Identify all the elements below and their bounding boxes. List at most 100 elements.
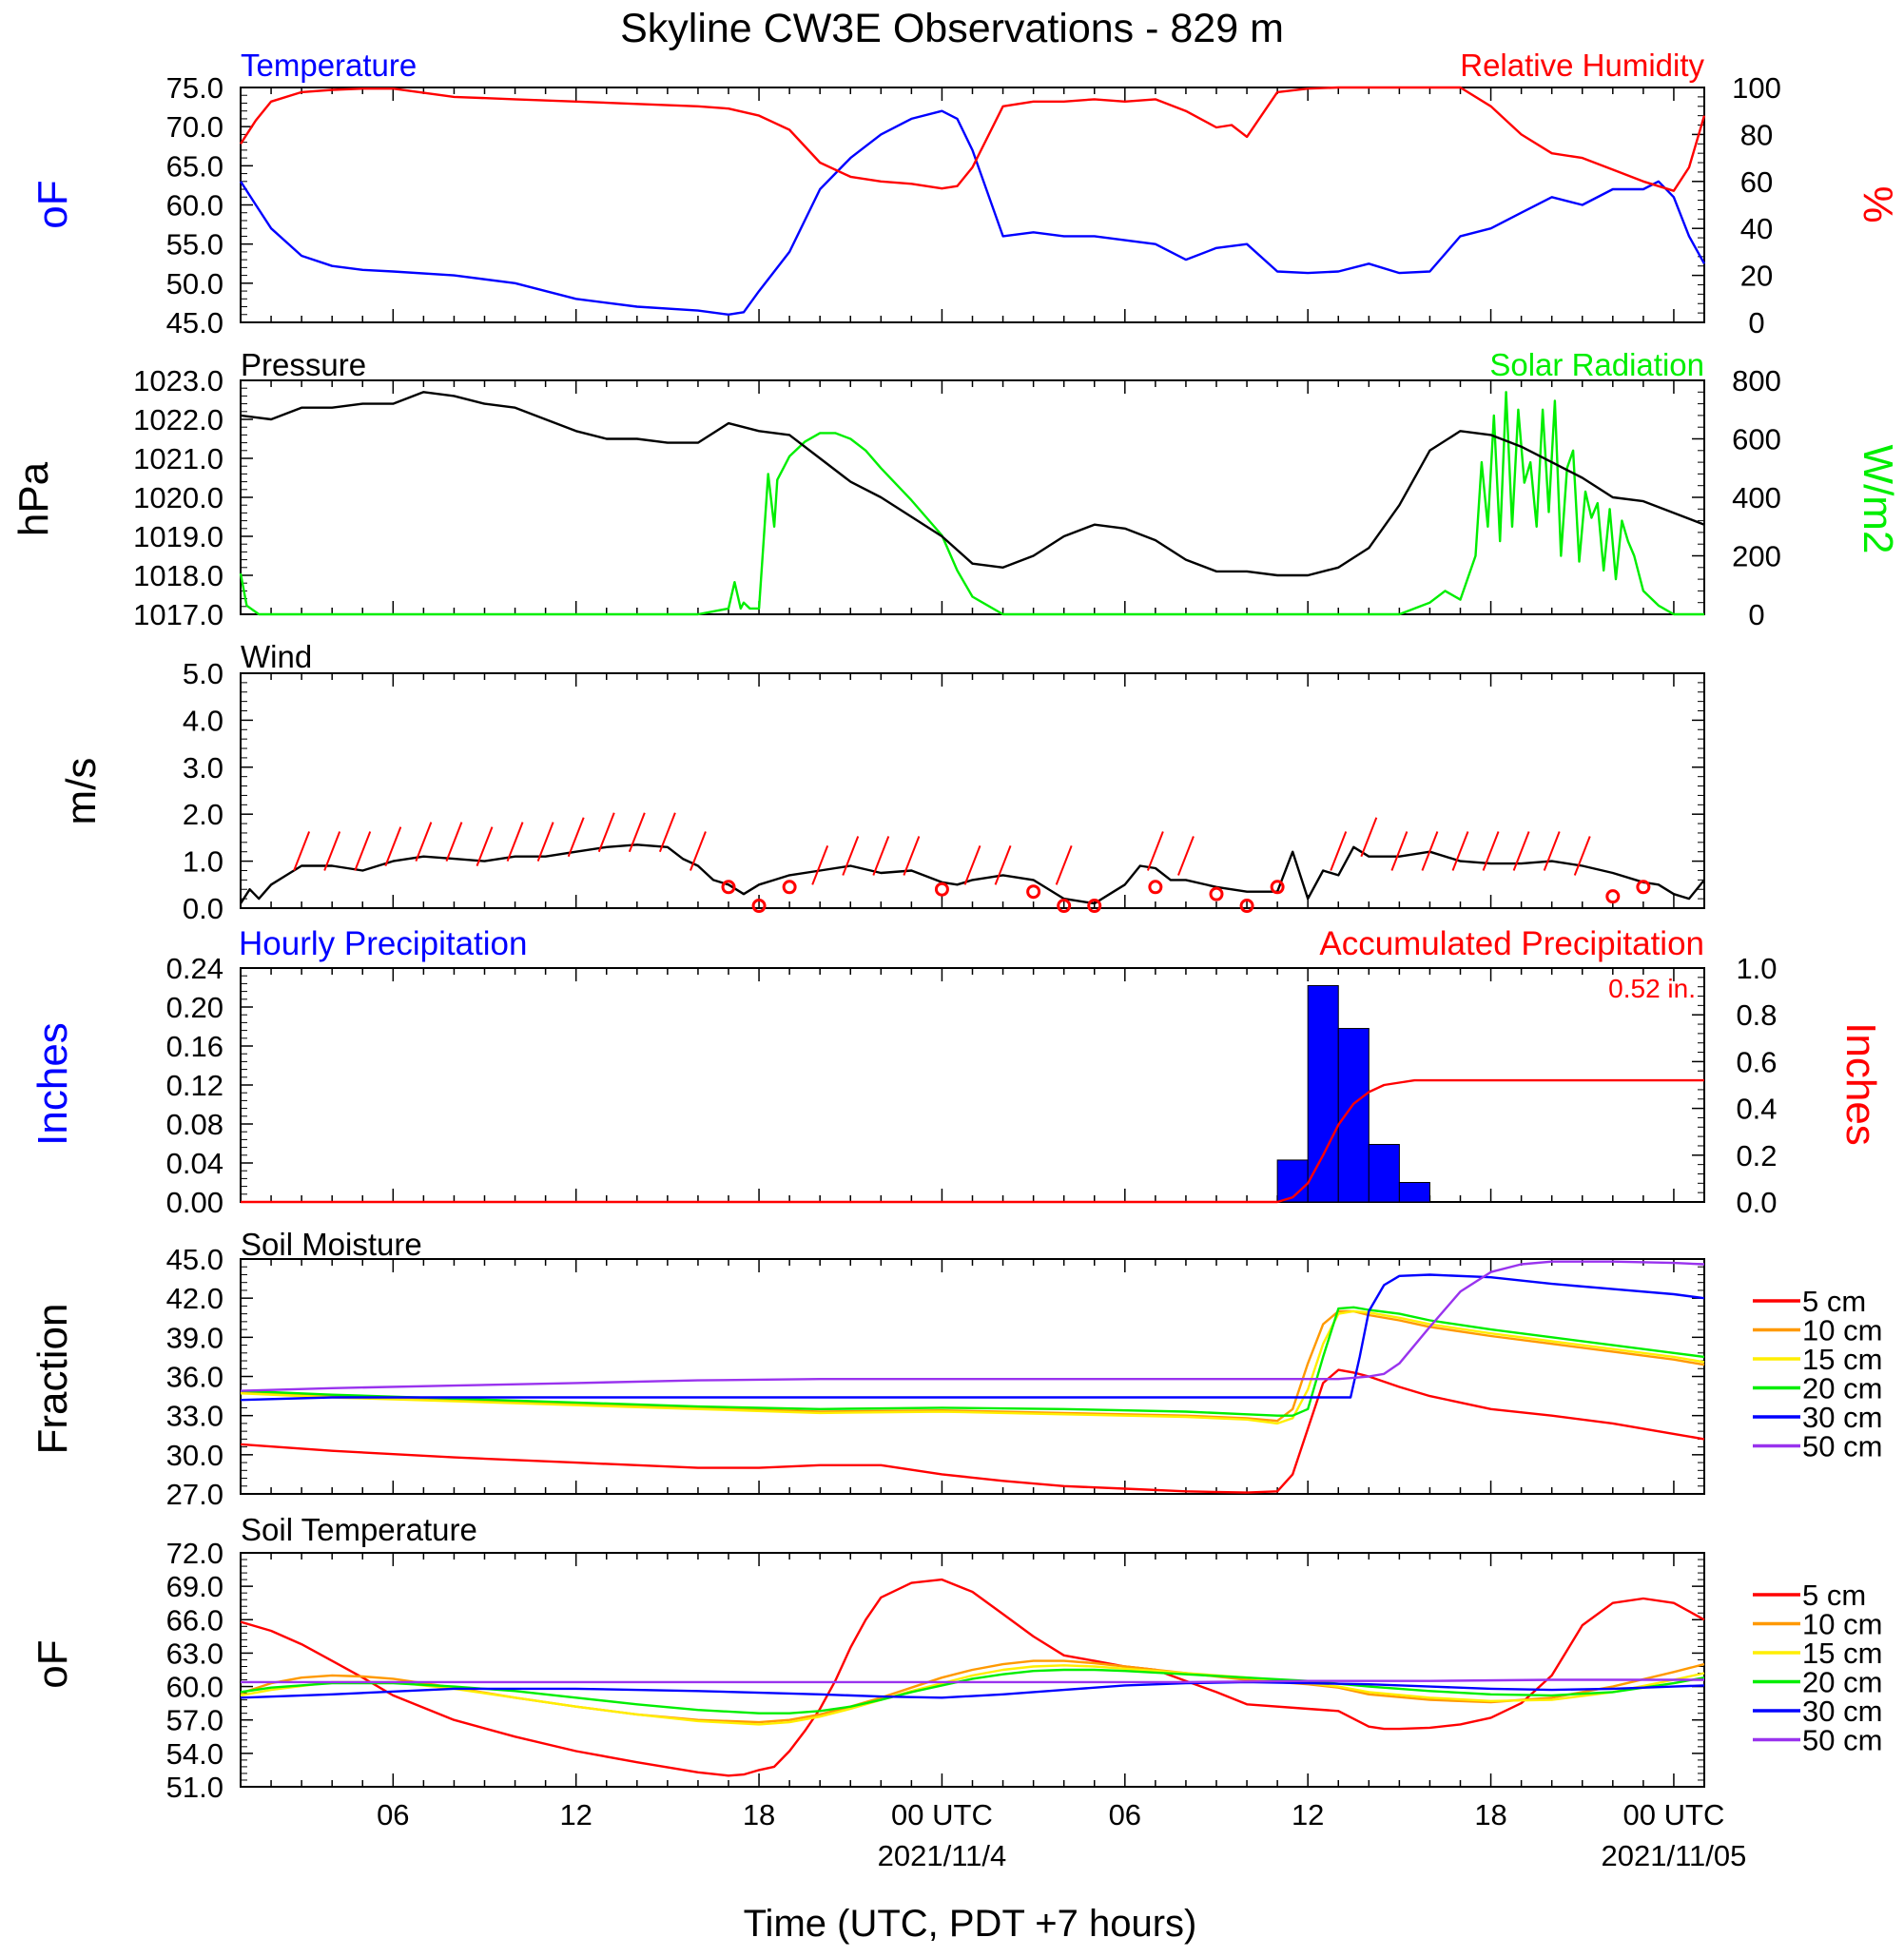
calm-wind-marker (782, 880, 797, 895)
right-y-tick-label: 800 (1732, 364, 1781, 397)
wind-barb (506, 822, 524, 862)
y-tick-label: 55.0 (166, 228, 223, 262)
wind-barb (690, 831, 707, 871)
wind-title: Wind (241, 639, 312, 674)
wind-barb (567, 817, 585, 858)
right-y-tick-label: 0.2 (1736, 1139, 1777, 1172)
y-tick-label: 36.0 (166, 1361, 223, 1394)
y-tick-label: 1022.0 (133, 403, 223, 436)
y-tick-label: 45.0 (166, 1243, 223, 1276)
wind-panel: Wind m/s 5.0 4.0 3.0 2.0 1.0 0.0 (58, 639, 1705, 925)
pressure-solar-plot: 1023.0 1022.0 1021.0 1020.0 1019.0 1018.0 1017… (133, 364, 1781, 631)
wind-barb (1390, 831, 1409, 871)
pressure-line (240, 391, 1705, 577)
wind-barb (1330, 831, 1348, 871)
y-tick-label: 50.0 (166, 267, 223, 300)
x-tick-label: 00 UTC (1623, 1798, 1725, 1831)
solar-title: Solar Radiation (1489, 347, 1704, 382)
y-tick-label: 57.0 (166, 1704, 223, 1737)
calm-wind-marker (1239, 899, 1254, 914)
precip-plot: 0.24 0.20 0.16 0.12 0.08 0.04 0.00 1.0 0.8 0.6 0.4… (166, 952, 1778, 1219)
x-tick-label: 00 UTC (891, 1798, 993, 1831)
soil-moisture-30cm-line (240, 1273, 1705, 1402)
wind-barb (384, 826, 402, 866)
accumulated-precip-line (241, 1078, 1704, 1204)
right-y-tick-label: 60 (1740, 165, 1773, 199)
y-tick-label: 1.0 (183, 845, 223, 879)
legend-label-50cm: 50 cm (1802, 1430, 1882, 1463)
temp-axis-unit: oF (29, 180, 76, 228)
precip-bar (1307, 984, 1339, 1203)
y-tick-label: 0.24 (166, 952, 223, 985)
pressure-axis-unit: hPa (10, 461, 57, 536)
precip-bar (1276, 1159, 1309, 1203)
right-y-tick-label: 1.0 (1736, 952, 1777, 985)
precip-bar (1337, 1028, 1370, 1203)
right-y-tick-label: 600 (1732, 423, 1781, 456)
y-tick-label: 54.0 (166, 1737, 223, 1771)
calm-wind-marker (1605, 889, 1621, 904)
calm-wind-marker (1636, 880, 1651, 895)
wind-barb (628, 812, 646, 853)
wind-barb (811, 844, 829, 885)
wind-barb (354, 831, 372, 871)
y-tick-label: 4.0 (183, 704, 223, 737)
y-tick-label: 1018.0 (133, 559, 223, 592)
soil-temperature-panel: Soil Temperature oF 72.069.066.063.060.0… (29, 1512, 1882, 1804)
legend-label-10cm: 10 cm (1802, 1314, 1882, 1347)
y-tick-label: 3.0 (183, 751, 223, 785)
right-y-tick-label: 0 (1748, 306, 1764, 339)
y-tick-label: 33.0 (166, 1400, 223, 1433)
right-y-tick-label: 40 (1740, 212, 1773, 245)
precip-panel: Hourly Precipitation Accumulated Precipi… (29, 925, 1884, 1219)
legend-label-30cm: 30 cm (1802, 1695, 1882, 1728)
precip-left-unit: Inches (29, 1022, 76, 1146)
precip-bar (1398, 1182, 1430, 1203)
legend-label-15cm: 15 cm (1802, 1343, 1882, 1376)
pressure-title: Pressure (241, 347, 366, 382)
x-date-label: 2021/11/05 (1602, 1839, 1747, 1872)
soil-temperature-5cm-line (240, 1578, 1705, 1777)
humidity-line (239, 86, 1706, 192)
legend-label-10cm: 10 cm (1802, 1608, 1882, 1641)
calm-wind-marker (751, 899, 767, 914)
x-tick-label: 12 (559, 1798, 592, 1831)
x-tick-label: 18 (743, 1798, 775, 1831)
legend-label-20cm: 20 cm (1802, 1372, 1882, 1405)
wind-barb (293, 831, 311, 871)
x-axis-title: Time (UTC, PDT +7 hours) (744, 1903, 1197, 1945)
right-y-tick-label: 100 (1732, 71, 1781, 105)
x-date-label: 2021/11/4 (878, 1839, 1007, 1872)
wind-barb (1421, 831, 1439, 871)
right-y-tick-label: 80 (1740, 118, 1773, 151)
soil-moisture-5cm-line (240, 1368, 1705, 1494)
wind-barb (1451, 831, 1469, 871)
wind-barb (1573, 836, 1591, 876)
wind-barb (1543, 831, 1561, 871)
y-tick-label: 27.0 (166, 1478, 223, 1511)
soil-temperature-15cm-line (240, 1664, 1705, 1726)
wind-axis-unit: m/s (58, 758, 105, 825)
y-tick-label: 66.0 (166, 1603, 223, 1637)
y-tick-label: 65.0 (166, 149, 223, 183)
legend-label-50cm: 50 cm (1802, 1724, 1882, 1757)
y-tick-label: 0.0 (183, 892, 223, 925)
wind-barb (323, 831, 341, 871)
accum-precip-title: Accumulated Precipitation (1319, 925, 1704, 962)
right-y-tick-label: 400 (1732, 481, 1781, 514)
x-tick-label: 06 (377, 1798, 409, 1831)
y-tick-label: 60.0 (166, 189, 223, 223)
wind-barb (1360, 817, 1378, 858)
right-y-tick-label: 0.0 (1736, 1186, 1777, 1219)
legend-label-20cm: 20 cm (1802, 1666, 1882, 1699)
calm-wind-marker (1270, 880, 1285, 895)
wind-barb (658, 812, 676, 853)
legend-label-5cm: 5 cm (1802, 1579, 1866, 1612)
calm-wind-marker (1057, 899, 1072, 914)
soil-moisture-15cm-line (240, 1309, 1705, 1425)
soil-moisture-50cm-line (240, 1260, 1705, 1392)
legend-label-5cm: 5 cm (1802, 1285, 1866, 1318)
y-tick-label: 51.0 (166, 1771, 223, 1804)
legend-label-15cm: 15 cm (1802, 1637, 1882, 1670)
